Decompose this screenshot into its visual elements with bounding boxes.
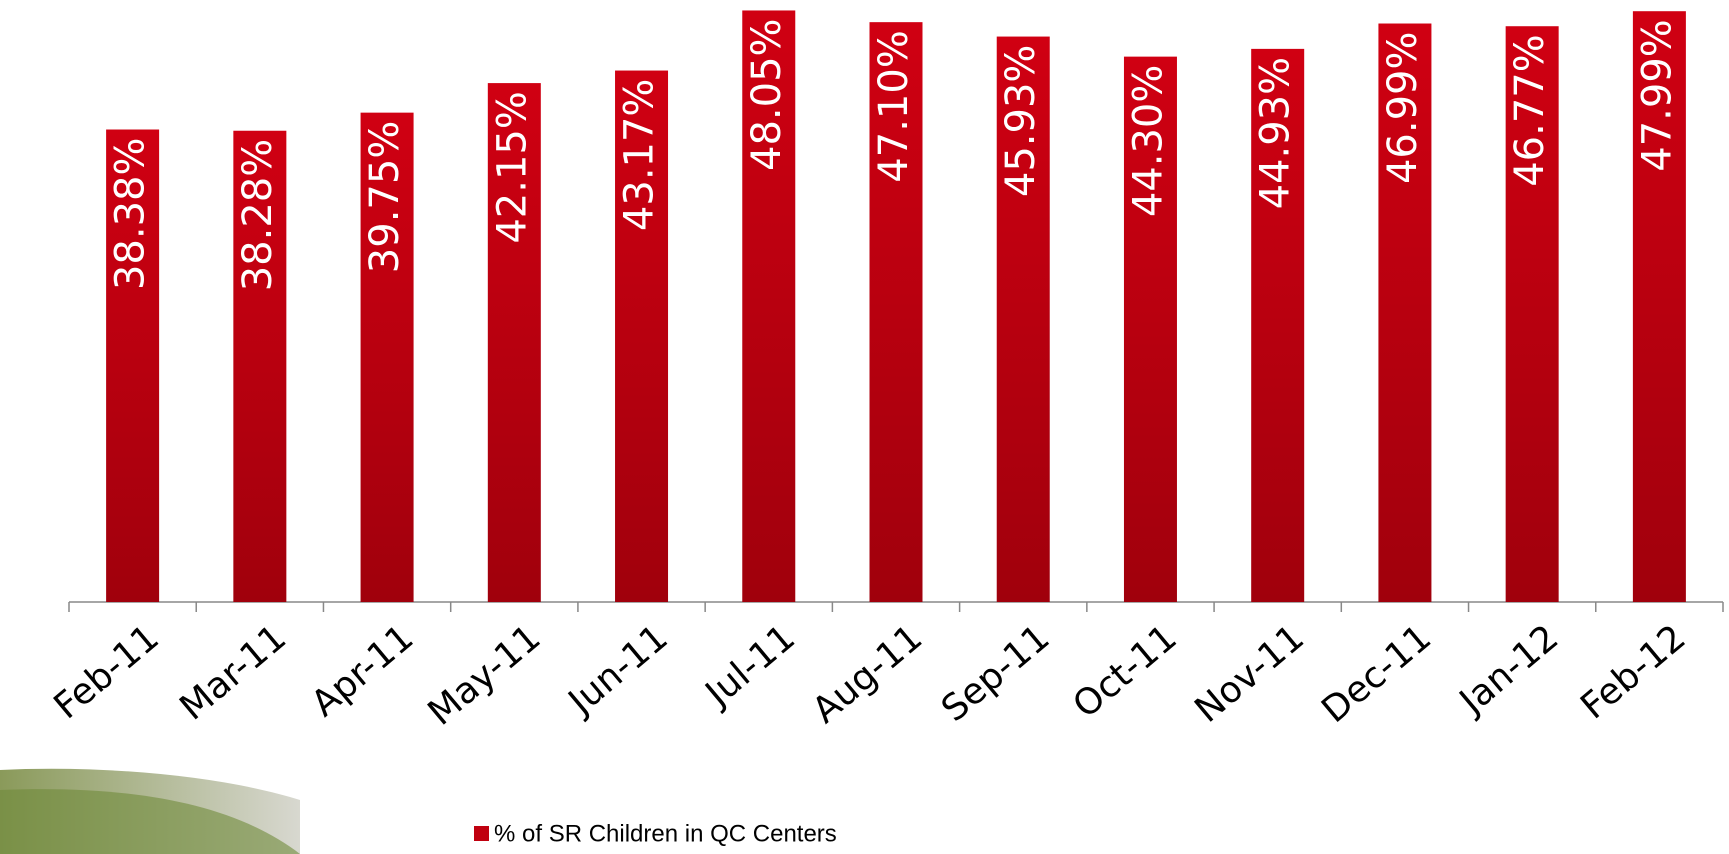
x-tick-label: Feb-12 bbox=[1573, 617, 1693, 727]
data-label: 38.38% bbox=[108, 138, 154, 291]
data-label: 44.30% bbox=[1125, 65, 1171, 218]
data-label: 42.15% bbox=[489, 91, 535, 244]
bar bbox=[233, 130, 287, 603]
bar bbox=[1123, 56, 1177, 602]
bar bbox=[487, 83, 541, 603]
data-label: 39.75% bbox=[362, 121, 408, 274]
x-tick-label: Nov-11 bbox=[1187, 617, 1311, 731]
data-label: 46.77% bbox=[1507, 34, 1553, 187]
bar bbox=[1251, 48, 1305, 603]
bar bbox=[615, 70, 669, 602]
data-label: 47.99% bbox=[1634, 19, 1680, 172]
bar bbox=[869, 22, 923, 603]
x-tick-label: Jan-12 bbox=[1451, 617, 1566, 723]
data-label: 38.28% bbox=[235, 139, 281, 292]
x-tick-label: Oct-11 bbox=[1066, 617, 1185, 726]
data-label: 47.10% bbox=[871, 30, 917, 183]
x-tick-label: Jul-11 bbox=[697, 617, 803, 715]
data-label: 44.93% bbox=[1253, 57, 1299, 210]
legend-label: % of SR Children in QC Centers bbox=[494, 820, 837, 847]
x-tick-label: Jun-11 bbox=[560, 617, 676, 724]
legend-swatch bbox=[474, 826, 489, 841]
data-label: 45.93% bbox=[998, 45, 1044, 198]
bar bbox=[106, 129, 160, 603]
decoration bbox=[0, 789, 300, 854]
x-tick-label: May-11 bbox=[421, 617, 549, 734]
bar bbox=[1378, 23, 1432, 603]
bar bbox=[996, 36, 1050, 603]
bar bbox=[360, 112, 414, 603]
bar bbox=[1632, 11, 1686, 602]
x-tick-label: Mar-11 bbox=[172, 617, 294, 728]
x-tick-label: Aug-11 bbox=[805, 617, 930, 731]
bar bbox=[1505, 26, 1559, 602]
x-tick-label: Feb-11 bbox=[47, 617, 167, 727]
data-label: 48.05% bbox=[744, 18, 790, 171]
x-tick-label: Apr-11 bbox=[304, 617, 421, 725]
x-tick-label: Sep-11 bbox=[934, 617, 1057, 730]
data-label: 46.99% bbox=[1380, 32, 1426, 185]
bar bbox=[742, 10, 796, 602]
x-tick-label: Dec-11 bbox=[1314, 617, 1439, 731]
data-label: 43.17% bbox=[617, 79, 663, 232]
